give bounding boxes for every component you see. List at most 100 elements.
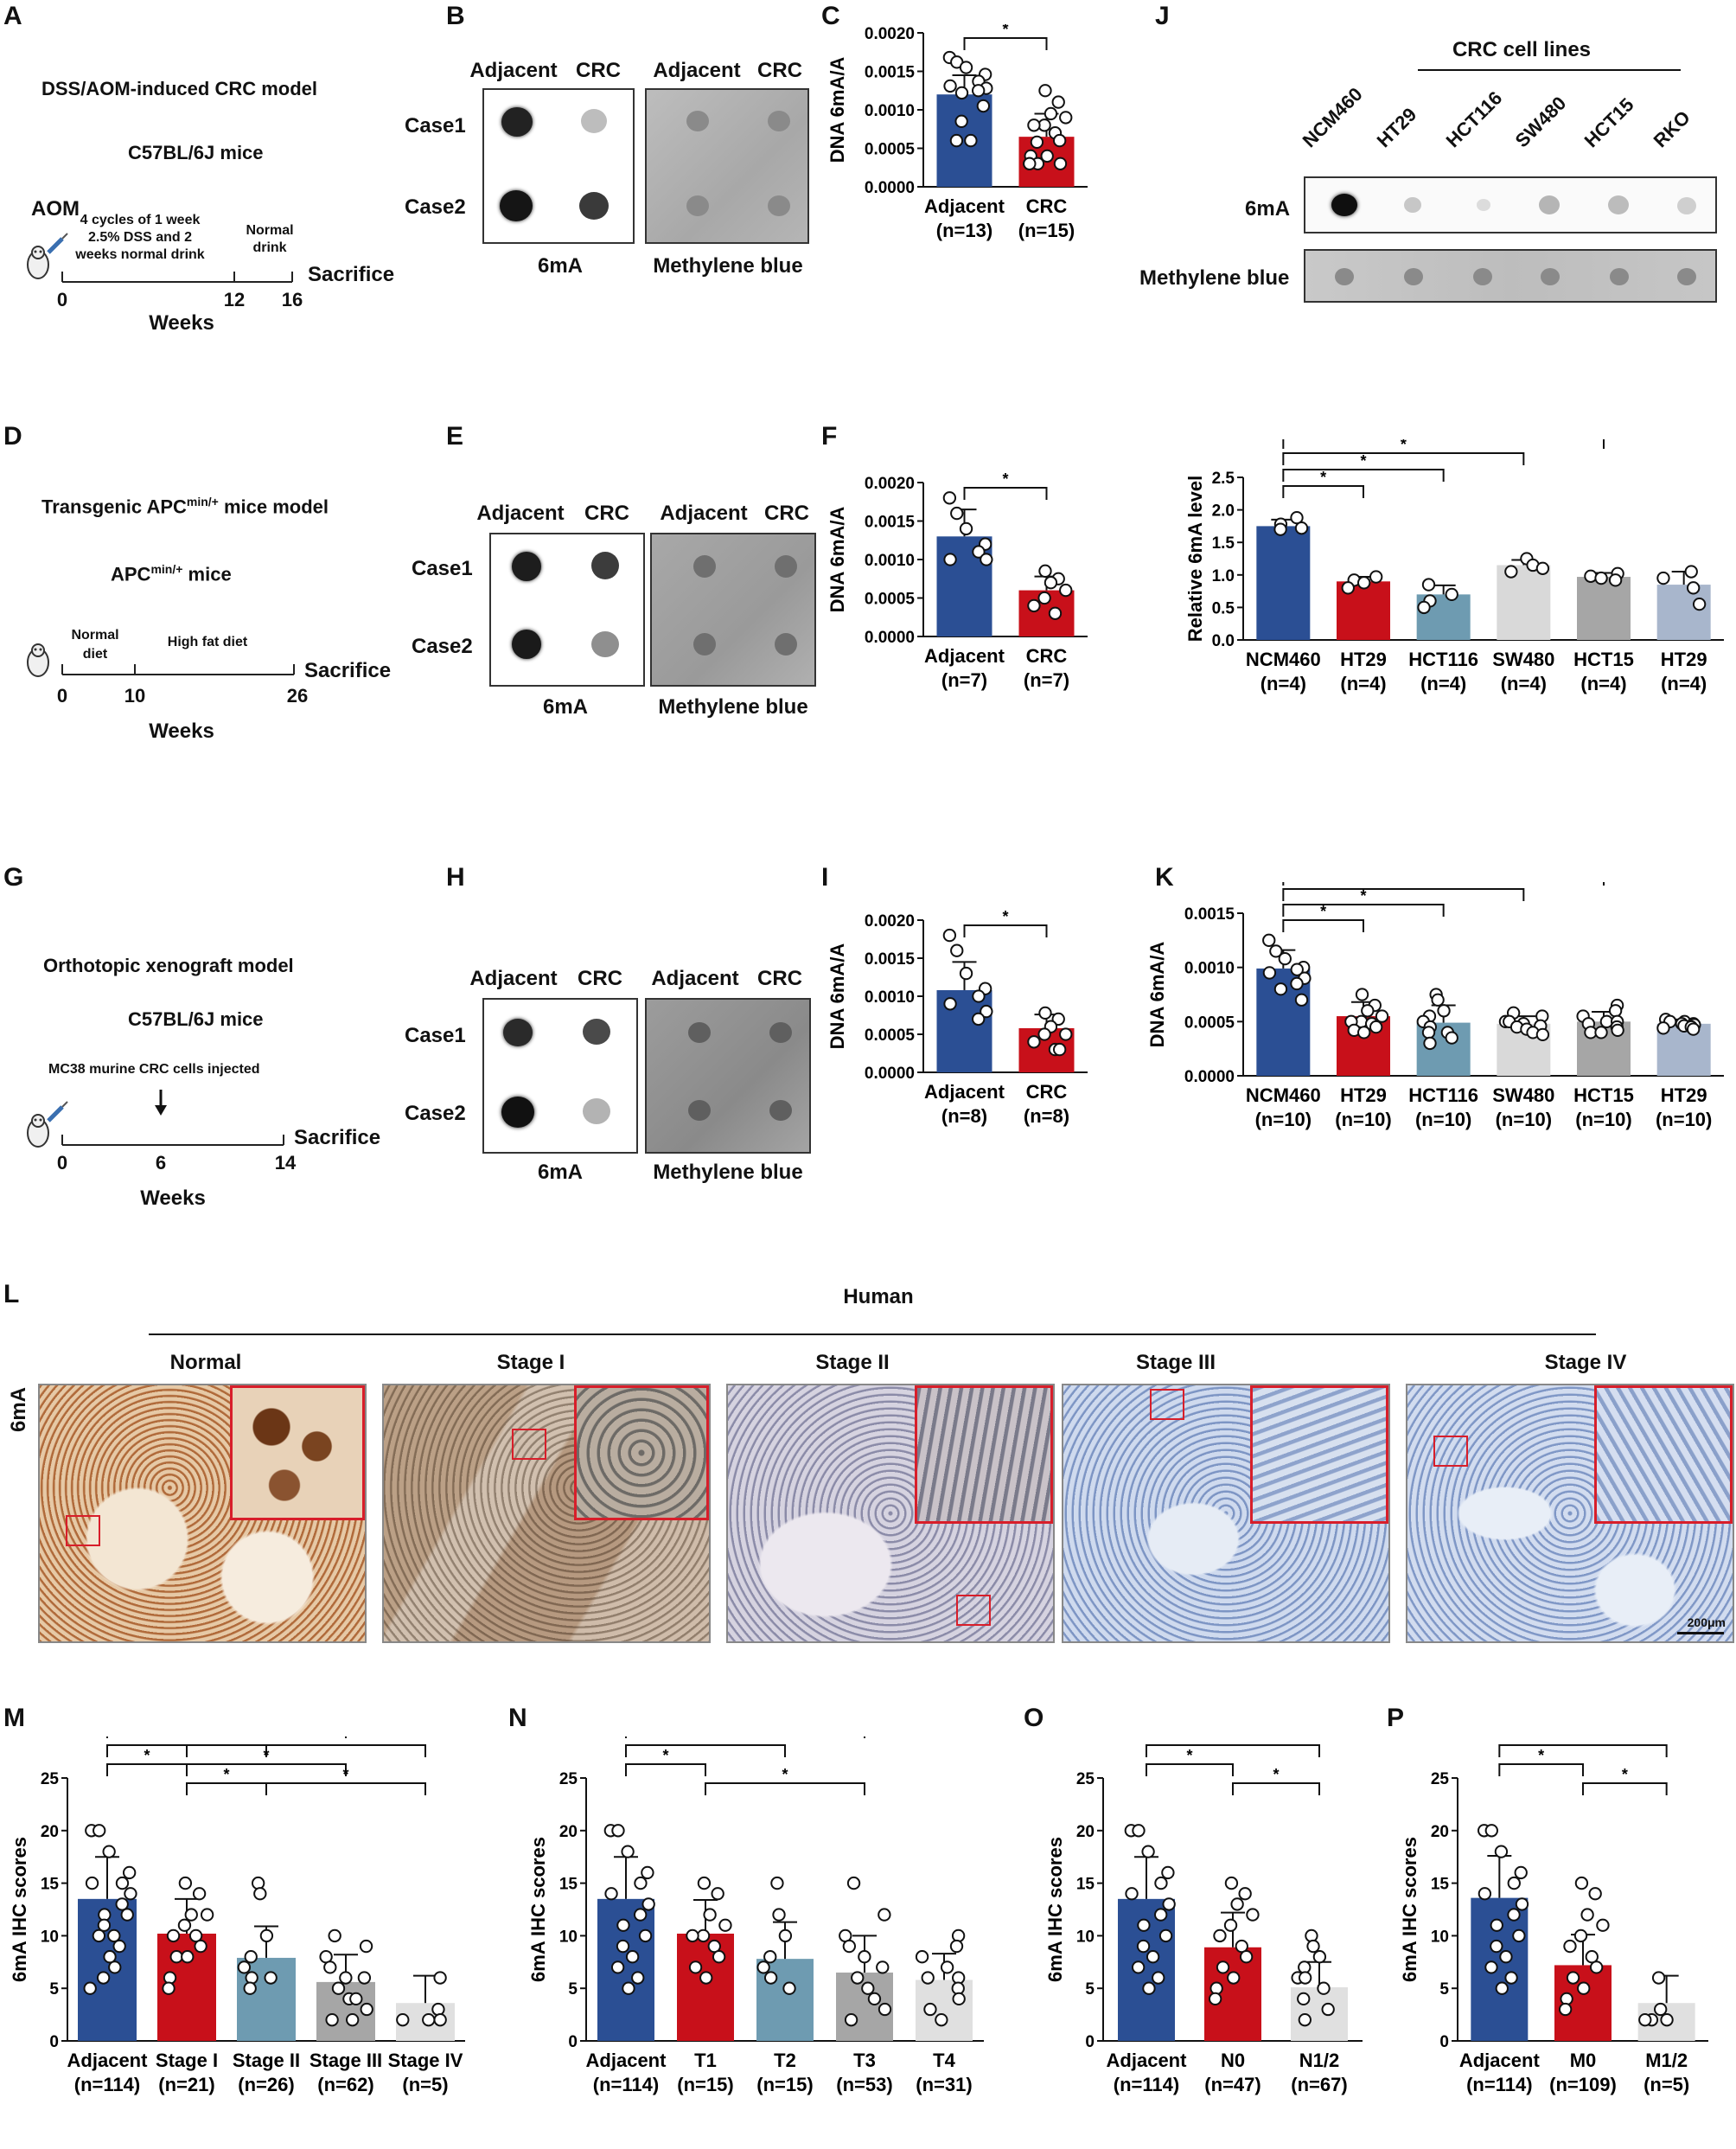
data-point bbox=[1023, 157, 1037, 170]
blot-dot bbox=[693, 633, 716, 656]
ihc-image-stage-3 bbox=[1062, 1384, 1390, 1643]
y-tick-label: 25 bbox=[1076, 1770, 1095, 1788]
x-tick-label: T4 bbox=[933, 2050, 955, 2071]
model-d-t0: 0 bbox=[56, 685, 68, 707]
y-tick-label: 2.0 bbox=[1212, 502, 1235, 521]
data-point bbox=[1490, 1939, 1503, 1954]
model-a-drug: AOM bbox=[31, 197, 80, 221]
blot-dot bbox=[579, 192, 609, 220]
data-point bbox=[1312, 1950, 1327, 1964]
x-tick-label: SW480 bbox=[1492, 649, 1554, 670]
data-point bbox=[846, 1876, 861, 1890]
significance-bracket bbox=[106, 1736, 347, 1738]
data-point bbox=[1484, 1960, 1498, 1974]
y-tick-label: 5 bbox=[1439, 1980, 1449, 1999]
x-tick-label: Adjacent bbox=[1107, 2050, 1188, 2071]
y-tick-label: 1.5 bbox=[1212, 534, 1235, 553]
chart-c: 0.0000 0.0005 0.0010 0.0015 0.0020 DNA 6mA/A A… bbox=[830, 24, 1088, 241]
data-point bbox=[259, 1928, 274, 1943]
data-point bbox=[1294, 993, 1309, 1007]
blot-dot bbox=[501, 1097, 534, 1128]
data-point bbox=[115, 1897, 129, 1911]
data-point bbox=[641, 1865, 654, 1880]
x-tick-n: (n=10) bbox=[1496, 1109, 1552, 1130]
data-point bbox=[1132, 1824, 1146, 1838]
x-tick-label: Adjacent bbox=[67, 2050, 149, 2071]
significance-star: * bbox=[263, 1747, 269, 1764]
x-tick-n: (n=5) bbox=[402, 2074, 448, 2095]
data-point bbox=[861, 1981, 875, 1995]
data-point bbox=[1227, 1971, 1241, 1985]
data-point bbox=[1515, 1897, 1529, 1911]
y-tick-label: 15 bbox=[41, 1876, 60, 1894]
significance-star: * bbox=[1401, 882, 1407, 889]
significance-bracket bbox=[963, 37, 1048, 50]
x-tick-n: (n=13) bbox=[936, 220, 992, 241]
data-point bbox=[1499, 1950, 1513, 1964]
y-axis-label: DNA 6mA/A bbox=[830, 57, 848, 163]
data-point bbox=[949, 133, 964, 148]
data-point bbox=[120, 1908, 134, 1922]
scale-bar bbox=[1677, 1632, 1724, 1634]
data-point bbox=[952, 1992, 966, 2006]
data-point bbox=[1611, 1023, 1624, 1038]
data-point bbox=[1686, 1022, 1701, 1036]
blot-dot bbox=[768, 195, 790, 216]
ihc-zoom-inset bbox=[1250, 1385, 1388, 1524]
lane-label: HCT116 bbox=[1441, 86, 1507, 152]
data-point bbox=[1158, 1928, 1173, 1943]
data-point bbox=[359, 1939, 373, 1954]
data-point bbox=[178, 1876, 193, 1890]
data-point bbox=[878, 1908, 891, 1922]
data-point bbox=[921, 1971, 935, 1985]
significance-star: * bbox=[1401, 439, 1407, 453]
blot-dot bbox=[1335, 268, 1354, 285]
data-point bbox=[349, 1992, 363, 2006]
blot-dot bbox=[686, 195, 709, 216]
panel-label-i: I bbox=[821, 863, 829, 892]
blot-dot bbox=[1539, 195, 1560, 214]
y-tick-label: 2.5 bbox=[1212, 470, 1235, 488]
ihc-zoom-inset bbox=[915, 1385, 1053, 1524]
data-point bbox=[1208, 1992, 1222, 2006]
data-point bbox=[718, 1918, 732, 1932]
data-point bbox=[1298, 2013, 1312, 2027]
data-point bbox=[83, 1981, 97, 1995]
y-tick-label: 0.0000 bbox=[1184, 1068, 1235, 1086]
data-point bbox=[1484, 1824, 1498, 1838]
data-point bbox=[1638, 2013, 1652, 2027]
blot-label-crc: CRC bbox=[584, 502, 629, 525]
data-point bbox=[1423, 1036, 1437, 1051]
data-point bbox=[357, 1971, 372, 1985]
data-point bbox=[1686, 581, 1701, 595]
y-tick-label: 0.0005 bbox=[1184, 1014, 1235, 1032]
significance-bracket bbox=[1282, 882, 1605, 886]
ihc-zoom-inset bbox=[1594, 1385, 1733, 1524]
model-d-t2: 26 bbox=[286, 685, 309, 707]
model-a-end: Sacrifice bbox=[308, 263, 395, 286]
significance-bracket bbox=[1498, 1744, 1668, 1757]
data-point bbox=[943, 997, 957, 1011]
blot-caption-mb: Methylene blue bbox=[653, 254, 803, 278]
data-point bbox=[772, 1908, 786, 1922]
blot-label-adjacent: Adjacent bbox=[651, 967, 739, 990]
data-point bbox=[782, 1981, 796, 1995]
panel-label-k: K bbox=[1155, 863, 1174, 892]
data-point bbox=[396, 2013, 410, 2027]
data-point bbox=[923, 2002, 937, 2017]
data-point bbox=[1162, 1897, 1176, 1911]
data-point bbox=[1507, 1876, 1521, 1890]
model-d-note3: High fat diet bbox=[167, 635, 248, 649]
data-point bbox=[1037, 591, 1051, 605]
data-point bbox=[842, 1939, 857, 1954]
x-tick-n: (n=8) bbox=[1024, 1105, 1069, 1127]
data-point bbox=[1684, 565, 1698, 579]
data-point bbox=[610, 1960, 625, 1974]
data-point bbox=[1654, 2002, 1668, 2017]
data-point bbox=[1306, 1939, 1320, 1954]
x-tick-n: (n=21) bbox=[158, 2074, 214, 2095]
blot-caption-mb: Methylene blue bbox=[658, 695, 808, 719]
data-point bbox=[103, 1950, 117, 1964]
y-tick-label: 0.5 bbox=[1212, 599, 1235, 617]
data-point bbox=[915, 1950, 929, 1964]
